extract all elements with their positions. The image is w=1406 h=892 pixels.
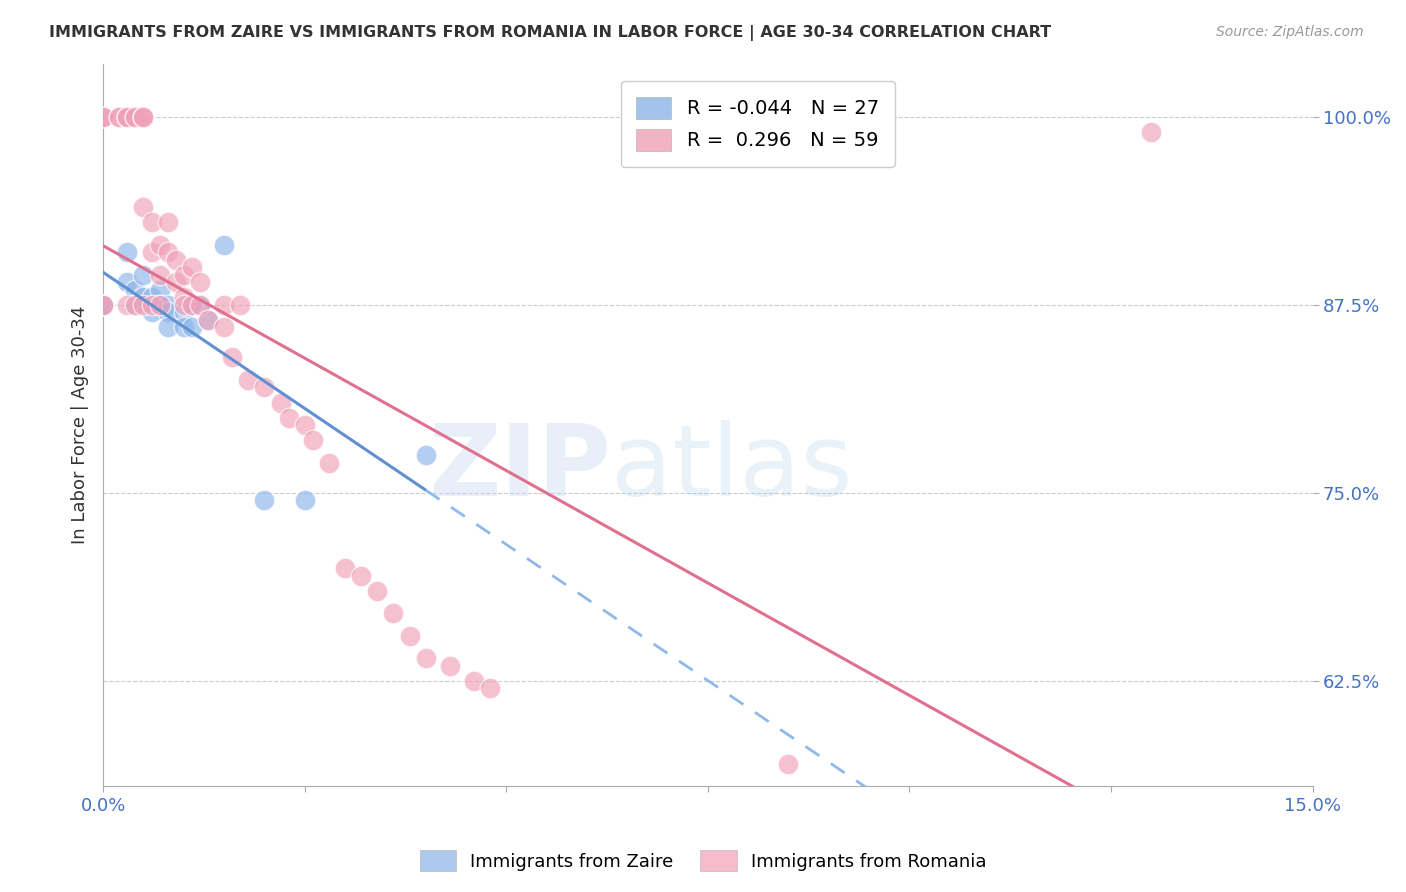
Point xyxy=(141,215,163,229)
Point xyxy=(156,320,179,334)
Point xyxy=(180,298,202,312)
Point xyxy=(479,681,502,696)
Point xyxy=(156,245,179,260)
Point xyxy=(333,561,356,575)
Point xyxy=(148,298,170,312)
Point xyxy=(294,418,316,433)
Point xyxy=(117,298,139,312)
Point xyxy=(165,275,187,289)
Point xyxy=(398,629,420,643)
Y-axis label: In Labor Force | Age 30-34: In Labor Force | Age 30-34 xyxy=(72,306,89,544)
Point xyxy=(180,260,202,274)
Point xyxy=(124,298,146,312)
Point xyxy=(173,320,195,334)
Point xyxy=(108,110,131,124)
Point xyxy=(108,110,131,124)
Point xyxy=(91,110,114,124)
Text: IMMIGRANTS FROM ZAIRE VS IMMIGRANTS FROM ROMANIA IN LABOR FORCE | AGE 30-34 CORR: IMMIGRANTS FROM ZAIRE VS IMMIGRANTS FROM… xyxy=(49,25,1052,41)
Point xyxy=(294,493,316,508)
Point xyxy=(132,298,155,312)
Point xyxy=(124,110,146,124)
Point xyxy=(132,200,155,214)
Point xyxy=(132,110,155,124)
Point xyxy=(778,756,800,771)
Point xyxy=(270,395,292,409)
Point xyxy=(180,298,202,312)
Point xyxy=(173,298,195,312)
Point xyxy=(117,110,139,124)
Legend: R = -0.044   N = 27, R =  0.296   N = 59: R = -0.044 N = 27, R = 0.296 N = 59 xyxy=(621,81,894,167)
Point xyxy=(91,298,114,312)
Point xyxy=(238,373,260,387)
Point xyxy=(301,433,323,447)
Point xyxy=(141,245,163,260)
Point xyxy=(212,298,235,312)
Point xyxy=(124,110,146,124)
Point xyxy=(253,493,276,508)
Point xyxy=(173,305,195,319)
Point xyxy=(350,568,373,582)
Point xyxy=(132,110,155,124)
Point xyxy=(165,252,187,267)
Point xyxy=(91,298,114,312)
Point xyxy=(148,237,170,252)
Point xyxy=(117,110,139,124)
Point xyxy=(141,290,163,304)
Text: atlas: atlas xyxy=(612,420,852,517)
Point xyxy=(366,583,388,598)
Point xyxy=(132,290,155,304)
Point xyxy=(277,410,299,425)
Point xyxy=(415,448,437,462)
Point xyxy=(141,298,163,312)
Point xyxy=(382,606,405,620)
Point xyxy=(188,275,211,289)
Point xyxy=(156,305,179,319)
Point xyxy=(415,651,437,665)
Point xyxy=(229,298,252,312)
Point xyxy=(180,320,202,334)
Point xyxy=(197,313,219,327)
Point xyxy=(173,268,195,282)
Point xyxy=(91,110,114,124)
Point xyxy=(156,298,179,312)
Point xyxy=(197,313,219,327)
Point xyxy=(318,456,340,470)
Point xyxy=(188,298,211,312)
Point xyxy=(124,283,146,297)
Text: ZIP: ZIP xyxy=(429,420,612,517)
Point xyxy=(173,290,195,304)
Text: Source: ZipAtlas.com: Source: ZipAtlas.com xyxy=(1216,25,1364,39)
Point xyxy=(212,320,235,334)
Point xyxy=(91,110,114,124)
Point xyxy=(463,673,485,688)
Point xyxy=(221,351,243,365)
Point xyxy=(91,298,114,312)
Point xyxy=(148,283,170,297)
Point xyxy=(117,275,139,289)
Point xyxy=(117,110,139,124)
Point xyxy=(188,298,211,312)
Point xyxy=(91,298,114,312)
Point xyxy=(148,298,170,312)
Point xyxy=(439,658,461,673)
Point xyxy=(156,215,179,229)
Point xyxy=(253,380,276,394)
Point xyxy=(148,268,170,282)
Point xyxy=(1140,125,1163,139)
Point xyxy=(132,268,155,282)
Point xyxy=(132,110,155,124)
Point xyxy=(91,298,114,312)
Point xyxy=(117,245,139,260)
Point xyxy=(212,237,235,252)
Legend: Immigrants from Zaire, Immigrants from Romania: Immigrants from Zaire, Immigrants from R… xyxy=(412,843,994,879)
Point xyxy=(91,298,114,312)
Point xyxy=(141,305,163,319)
Point xyxy=(124,298,146,312)
